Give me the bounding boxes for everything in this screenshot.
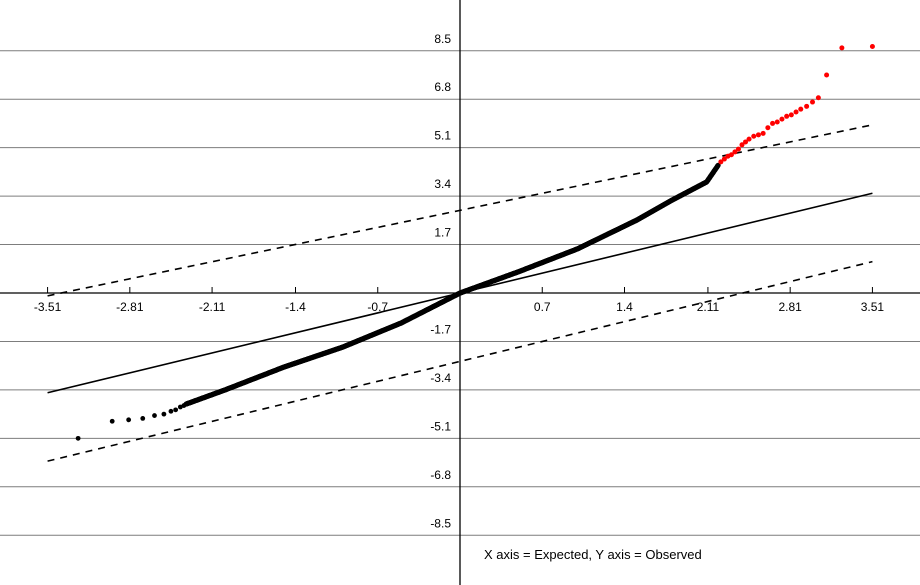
- y-tick-label: 5.1: [434, 129, 451, 143]
- y-tick-label: 6.8: [434, 80, 451, 94]
- outlier-point: [721, 156, 727, 162]
- outlier-point: [839, 45, 845, 51]
- data-point: [75, 435, 81, 441]
- data-point: [152, 413, 157, 418]
- data-point: [173, 407, 179, 413]
- data-point: [181, 403, 187, 408]
- outlier-point: [793, 109, 799, 115]
- y-tick-label: -1.7: [430, 322, 451, 336]
- outlier-point: [746, 136, 752, 142]
- data-point: [109, 418, 115, 424]
- x-tick-label: -2.11: [199, 300, 226, 314]
- data-points: [75, 43, 875, 441]
- y-tick-label: 1.7: [434, 226, 451, 240]
- data-point: [715, 162, 721, 168]
- y-tick-label: -6.8: [430, 468, 451, 482]
- outlier-point: [784, 113, 790, 119]
- outlier-point: [751, 133, 757, 139]
- data-point: [126, 417, 132, 423]
- tick-labels: -3.51 -2.81 -2.11 -1.4 -0.7 0.7 1.4 2.11 2.81 3.5…: [34, 32, 885, 531]
- outlier-point: [735, 146, 741, 152]
- outlier-point: [732, 149, 738, 155]
- outlier-point: [760, 130, 766, 136]
- outlier-point: [804, 103, 810, 109]
- data-point: [168, 408, 174, 414]
- outlier-point: [815, 95, 821, 101]
- outlier-point: [779, 116, 785, 122]
- data-point: [140, 416, 146, 421]
- upper-confidence-line: [47, 124, 873, 297]
- outlier-point: [718, 159, 724, 165]
- x-tick-label: 2.81: [778, 300, 802, 314]
- outlier-point: [810, 99, 815, 105]
- y-tick-label: -8.5: [430, 516, 451, 530]
- x-tick-label: 2.11: [697, 300, 720, 314]
- outlier-point: [774, 119, 780, 125]
- outlier-point: [798, 106, 804, 112]
- y-tick-label: -5.1: [430, 419, 451, 433]
- axis-caption: X axis = Expected, Y axis = Observed: [484, 547, 702, 562]
- x-tick-label: 0.7: [534, 300, 551, 314]
- x-tick-label: -3.51: [34, 300, 62, 314]
- data-point: [161, 411, 167, 417]
- lower-confidence-line: [47, 260, 873, 462]
- outlier-point: [824, 72, 830, 78]
- outlier-point: [739, 142, 745, 148]
- x-tick-label: -2.81: [116, 300, 144, 314]
- y-tick-label: 3.4: [434, 177, 451, 191]
- x-tick-label: -0.7: [367, 300, 388, 314]
- x-tick-label: 3.51: [861, 300, 885, 314]
- x-tick-label: -1.4: [285, 300, 306, 314]
- outlier-point: [869, 43, 875, 49]
- outlier-point: [755, 132, 761, 138]
- outlier-point: [788, 112, 794, 118]
- y-tick-label: 8.5: [434, 32, 451, 46]
- y-tick-label: -3.4: [430, 371, 451, 385]
- x-tick-label: 1.4: [616, 300, 633, 314]
- outlier-point: [743, 139, 749, 145]
- outlier-point: [770, 120, 776, 126]
- outlier-point: [728, 152, 734, 158]
- outlier-point: [765, 125, 771, 131]
